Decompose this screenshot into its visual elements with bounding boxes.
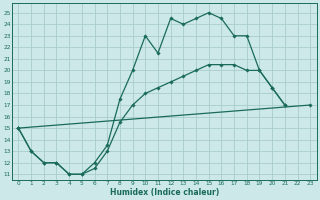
X-axis label: Humidex (Indice chaleur): Humidex (Indice chaleur): [110, 188, 219, 197]
